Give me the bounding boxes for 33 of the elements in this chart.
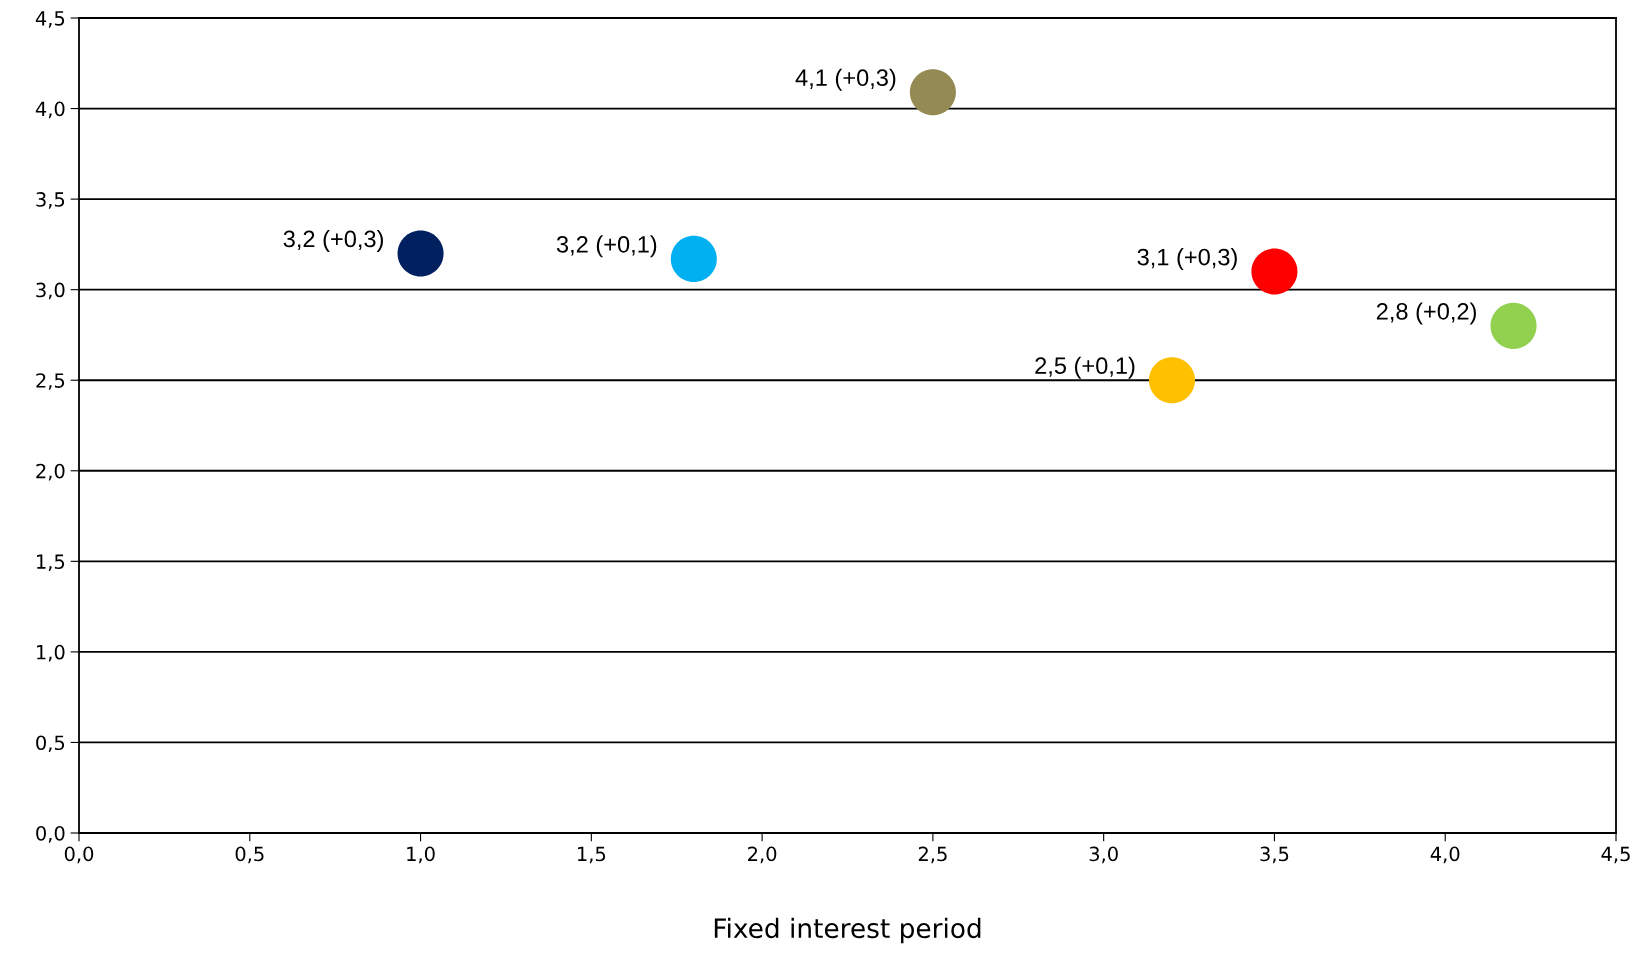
x-tick-label: 3,5: [1260, 846, 1289, 864]
y-tick-label: 0,0: [36, 825, 65, 843]
data-label: 3,2 (+0,3): [283, 229, 383, 252]
x-tick-label: 0,0: [64, 846, 94, 864]
x-tick-label: 4,5: [1601, 846, 1630, 864]
x-tick-label: 2,5: [918, 846, 947, 864]
x-axis-title: Fixed interest period: [714, 917, 981, 944]
y-tick-label: 3,5: [36, 192, 65, 209]
x-tick-label: 3,0: [1089, 846, 1118, 864]
point: [1148, 357, 1196, 404]
x-tick-label: 2,0: [748, 846, 777, 864]
point: [1251, 248, 1298, 295]
x-tick-label: 1,5: [578, 846, 606, 864]
y-tick-label: 1,0: [37, 644, 65, 662]
y-tick-label: 2,5: [36, 373, 65, 390]
x-tick-label: 0,5: [235, 846, 264, 864]
data-label: 3,1 (+0,3): [1137, 248, 1237, 271]
y-tick-label: 1,5: [37, 554, 65, 571]
point: [670, 235, 717, 282]
y-tick-label: 4,0: [35, 101, 65, 119]
x-tick-label: 4,0: [1430, 846, 1460, 864]
data-label: 2,5 (+0,1): [1035, 356, 1135, 379]
data-label: 4,1 (+0,3): [795, 68, 896, 91]
point: [397, 230, 444, 277]
y-tick-label: 4,5: [35, 11, 65, 28]
x-tick-label: 1,0: [407, 846, 435, 864]
point: [1490, 302, 1537, 349]
y-tick-label: 0,5: [36, 735, 65, 753]
point: [909, 69, 956, 116]
data-label: 3,2 (+0,1): [556, 235, 657, 258]
y-tick-label: 3,0: [36, 282, 65, 300]
y-tick-label: 2,0: [36, 463, 65, 481]
data-label: 2,8 (+0,2): [1376, 302, 1476, 325]
